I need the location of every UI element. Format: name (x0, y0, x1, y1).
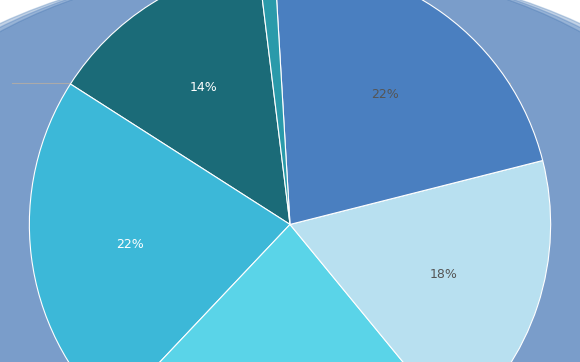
Text: (n = 2 411): (n = 2 411) (250, 55, 330, 68)
Text: Diagramme 1: Diagramme 1 (206, 15, 374, 35)
Wedge shape (290, 160, 550, 362)
Text: 18%: 18% (430, 268, 458, 281)
Wedge shape (274, 0, 543, 224)
Wedge shape (111, 224, 455, 362)
Text: 22%: 22% (372, 88, 399, 101)
Wedge shape (258, 0, 290, 224)
Text: 14%: 14% (190, 81, 218, 94)
Wedge shape (30, 84, 290, 362)
Text: 22%: 22% (116, 237, 143, 251)
Wedge shape (70, 0, 290, 224)
